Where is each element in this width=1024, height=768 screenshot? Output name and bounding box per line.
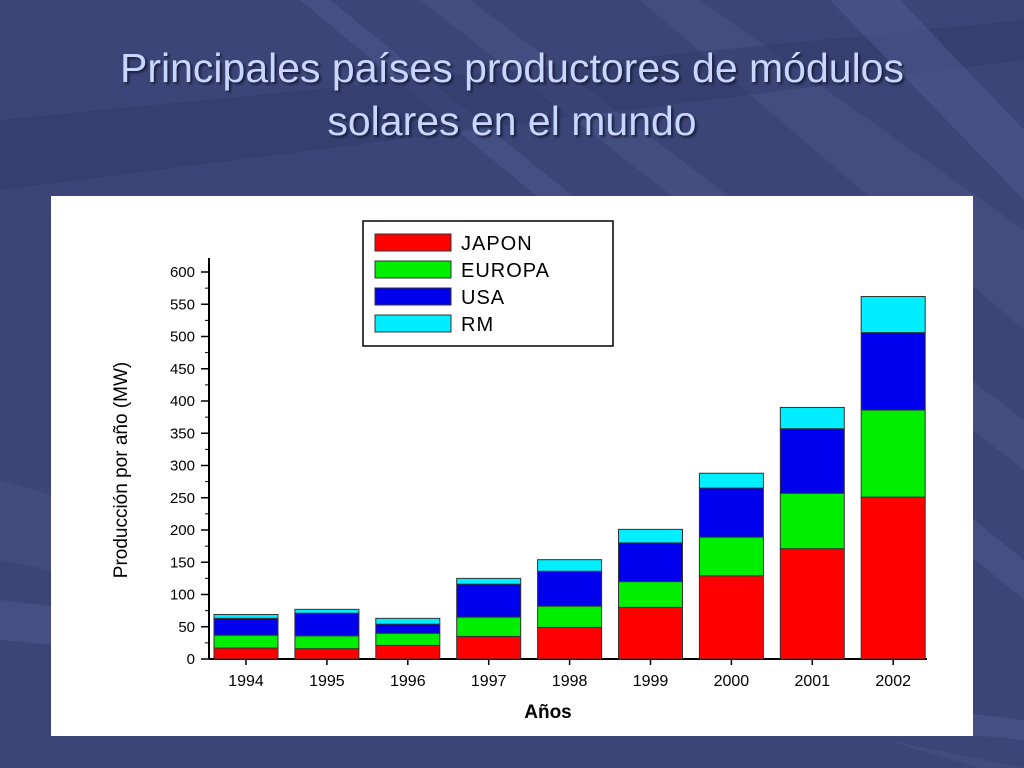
- bar-japon-1998: [537, 626, 603, 660]
- bar-europa-1994: [213, 634, 279, 649]
- bar-rm-1995: [294, 608, 360, 614]
- bar-usa-1998: [537, 570, 603, 607]
- bar-europa-1999: [618, 581, 683, 608]
- bar-japon-1994: [213, 647, 279, 660]
- bar-rm-1997: [456, 577, 522, 585]
- bar-europa-1998: [537, 605, 603, 628]
- y-tick-label: 600: [170, 264, 195, 281]
- x-axis-title: Años: [524, 702, 572, 723]
- bar-rm-1999: [618, 528, 683, 544]
- bar-usa-1995: [294, 612, 360, 637]
- x-tick-label: 1996: [390, 673, 426, 690]
- bar-rm-2002: [860, 296, 926, 334]
- bar-japon-1996: [375, 644, 441, 660]
- y-tick-label: 100: [170, 587, 195, 604]
- legend-swatch-japon: [374, 233, 452, 252]
- bar-usa-2001: [779, 428, 845, 494]
- bar-europa-2001: [779, 492, 845, 550]
- y-tick-label: 150: [170, 554, 195, 571]
- x-tick-label: 1997: [471, 673, 507, 690]
- bar-japon-1997: [456, 635, 522, 660]
- bar-japon-1999: [618, 606, 683, 660]
- bar-rm-1996: [375, 617, 441, 625]
- legend-label-usa: USA: [461, 287, 505, 309]
- bar-usa-1997: [456, 583, 522, 618]
- y-tick-label: 300: [170, 458, 195, 475]
- bar-usa-1994: [213, 617, 279, 636]
- y-tick-label: 550: [170, 296, 195, 313]
- y-tick-label: 200: [170, 522, 195, 539]
- slide-title-line-1: Principales países productores de módulo…: [120, 45, 904, 91]
- bar-rm-1998: [537, 559, 603, 572]
- y-tick-label: 350: [170, 425, 195, 442]
- bar-japon-2002: [860, 496, 926, 660]
- x-tick-label: 2002: [875, 673, 911, 690]
- y-tick-label: 0: [187, 651, 195, 668]
- bar-europa-1997: [456, 616, 522, 637]
- bar-usa-1996: [375, 623, 441, 634]
- x-tick-label: 1999: [633, 673, 669, 690]
- chart-panel: 0 50 100 150 200 250 300 350 400 450 500 550 600 1994…: [51, 196, 973, 736]
- x-tick-label: 2000: [714, 673, 750, 690]
- bar-japon-2000: [698, 575, 764, 660]
- legend-swatch-europa: [374, 260, 452, 279]
- bar-rm-2001: [779, 406, 845, 430]
- y-tick-label: 50: [178, 619, 195, 636]
- legend-swatch-usa: [374, 287, 452, 306]
- x-tick-label: 1994: [228, 673, 264, 690]
- legend-label-japon: JAPON: [461, 233, 533, 255]
- x-tick-label: 2001: [795, 673, 831, 690]
- y-axis-title: Producción por año (MW): [111, 362, 132, 578]
- y-tick-label: 450: [170, 361, 195, 378]
- legend-label-europa: EUROPA: [461, 260, 550, 282]
- bar-rm-2000: [698, 472, 764, 489]
- slide-title-line-2: solares en el mundo: [327, 98, 697, 144]
- bar-europa-2000: [698, 536, 764, 577]
- bar-europa-1996: [375, 632, 441, 646]
- legend-swatch-rm: [374, 314, 452, 333]
- bar-japon-1995: [294, 648, 360, 660]
- stacked-bar-chart: 0 50 100 150 200 250 300 350 400 450 500 550 600 1994…: [111, 220, 927, 723]
- bar-europa-1995: [294, 635, 360, 650]
- bar-usa-2002: [860, 332, 926, 411]
- x-tick-label: 1995: [309, 673, 345, 690]
- y-tick-label: 500: [170, 329, 195, 346]
- slide-title: Principales países productores de módulo…: [0, 42, 1024, 148]
- y-tick-label: 400: [170, 393, 195, 410]
- bar-usa-2000: [698, 487, 764, 538]
- bar-japon-2001: [779, 548, 845, 660]
- y-tick-label: 250: [170, 490, 195, 507]
- bar-usa-1999: [618, 542, 683, 583]
- bar-rm-1994: [213, 613, 279, 619]
- legend-label-rm: RM: [461, 314, 494, 336]
- x-tick-label: 1998: [552, 673, 588, 690]
- bar-europa-2002: [860, 409, 926, 498]
